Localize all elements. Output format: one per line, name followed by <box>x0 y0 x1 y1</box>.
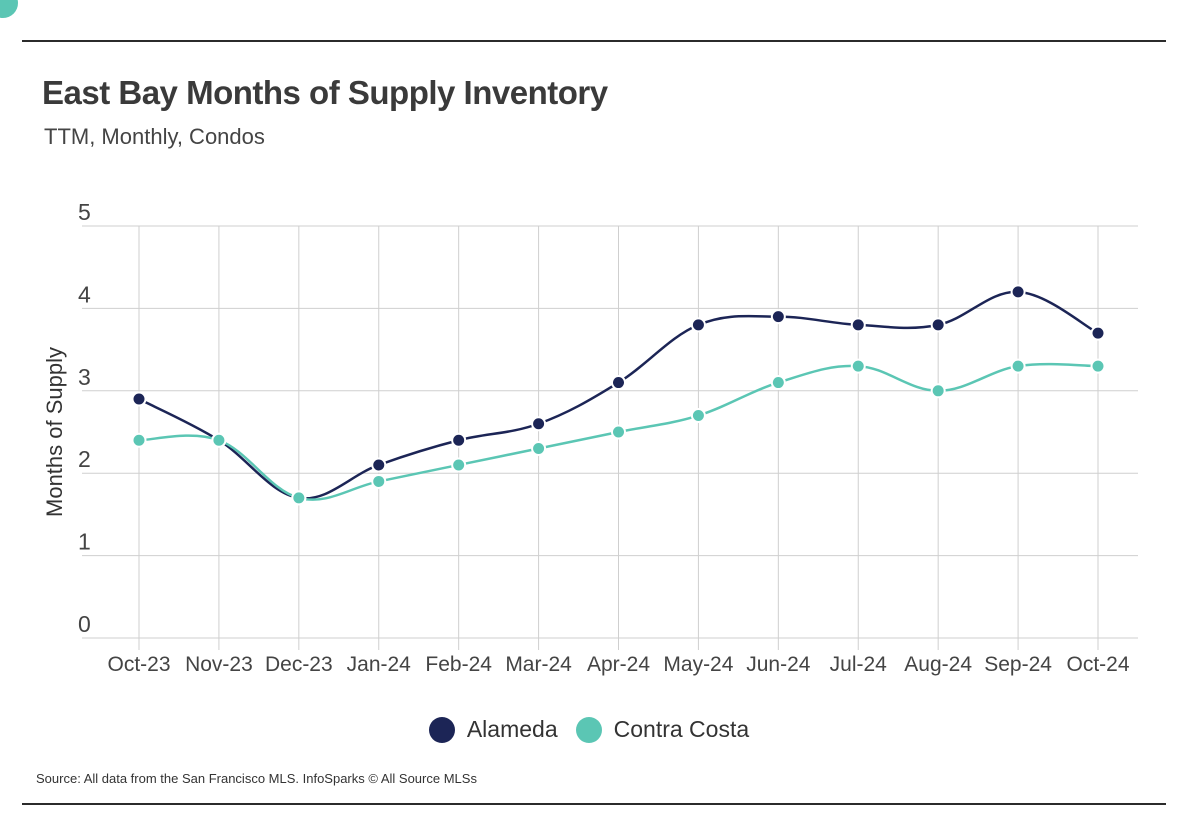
data-point-alameda[interactable] <box>131 391 147 407</box>
y-tick-label: 5 <box>78 199 91 225</box>
data-point-contra-costa[interactable] <box>451 457 467 473</box>
data-point-alameda[interactable] <box>1010 284 1026 300</box>
chart-title: East Bay Months of Supply Inventory <box>42 74 608 111</box>
y-tick-label: 2 <box>78 446 91 472</box>
data-point-contra-costa[interactable] <box>930 383 946 399</box>
data-point-alameda[interactable] <box>850 317 866 333</box>
corner-accent-shape <box>0 0 18 18</box>
x-tick-label: Dec-23 <box>265 653 333 676</box>
legend-marker-alameda <box>428 716 455 743</box>
x-tick-label: Jul-24 <box>830 653 888 676</box>
legend-item-alameda[interactable]: Alameda <box>428 716 558 743</box>
data-point-contra-costa[interactable] <box>131 432 147 448</box>
data-point-contra-costa[interactable] <box>690 408 706 424</box>
x-tick-label: Feb-24 <box>425 653 492 676</box>
data-point-alameda[interactable] <box>1090 325 1106 341</box>
y-tick-label: 4 <box>78 281 91 307</box>
x-tick-label: Jan-24 <box>347 653 412 676</box>
y-axis-label: Months of Supply <box>42 347 67 517</box>
data-point-alameda[interactable] <box>770 309 786 325</box>
x-tick-label: May-24 <box>663 653 733 676</box>
data-point-alameda[interactable] <box>930 317 946 333</box>
y-tick-label: 3 <box>78 364 91 390</box>
data-point-contra-costa[interactable] <box>611 424 626 440</box>
data-point-contra-costa[interactable] <box>1010 358 1026 374</box>
data-point-contra-costa[interactable] <box>531 440 547 456</box>
data-point-contra-costa[interactable] <box>211 432 227 448</box>
legend-item-contra-costa[interactable]: Contra Costa <box>575 716 750 743</box>
data-point-alameda[interactable] <box>690 317 706 333</box>
chart-subtitle: TTM, Monthly, Condos <box>44 124 265 149</box>
legend: Alameda Contra Costa <box>0 716 1178 743</box>
x-tick-label: Apr-24 <box>587 653 650 676</box>
x-tick-label: Aug-24 <box>904 653 972 676</box>
line-chart: 0 1 2 3 4 5 Oct-23 Nov-23 Dec-23 Jan-24 Feb-24 Mar… <box>42 199 1138 676</box>
top-divider <box>22 40 1166 42</box>
legend-marker-contra-costa <box>575 716 602 743</box>
x-tick-label: Oct-23 <box>107 653 170 676</box>
data-point-contra-costa[interactable] <box>291 490 307 506</box>
data-point-contra-costa[interactable] <box>371 473 387 489</box>
data-point-contra-costa[interactable] <box>770 375 786 391</box>
x-axis-ticks: Oct-23 Nov-23 Dec-23 Jan-24 Feb-24 Mar-24 Apr-… <box>107 653 1129 676</box>
x-tick-label: Jun-24 <box>746 653 811 676</box>
legend-label-contra-costa: Contra Costa <box>613 716 750 742</box>
y-tick-label: 1 <box>78 529 91 555</box>
data-point-contra-costa[interactable] <box>850 358 866 374</box>
data-point-alameda[interactable] <box>611 375 626 391</box>
y-tick-label: 0 <box>78 611 91 637</box>
data-point-alameda[interactable] <box>371 457 387 473</box>
data-point-alameda[interactable] <box>451 432 467 448</box>
legend-label-alameda: Alameda <box>466 716 558 742</box>
data-point-alameda[interactable] <box>531 416 547 432</box>
source-note: Source: All data from the San Francisco … <box>36 771 477 786</box>
bottom-divider <box>22 803 1166 805</box>
grid-lines <box>82 225 1138 650</box>
x-tick-label: Mar-24 <box>505 653 572 676</box>
y-axis-ticks: 0 1 2 3 4 5 <box>78 199 91 637</box>
data-points <box>131 284 1106 506</box>
x-tick-label: Oct-24 <box>1066 653 1129 676</box>
data-point-contra-costa[interactable] <box>1090 358 1106 374</box>
x-tick-label: Nov-23 <box>185 653 253 676</box>
x-tick-label: Sep-24 <box>984 653 1052 676</box>
